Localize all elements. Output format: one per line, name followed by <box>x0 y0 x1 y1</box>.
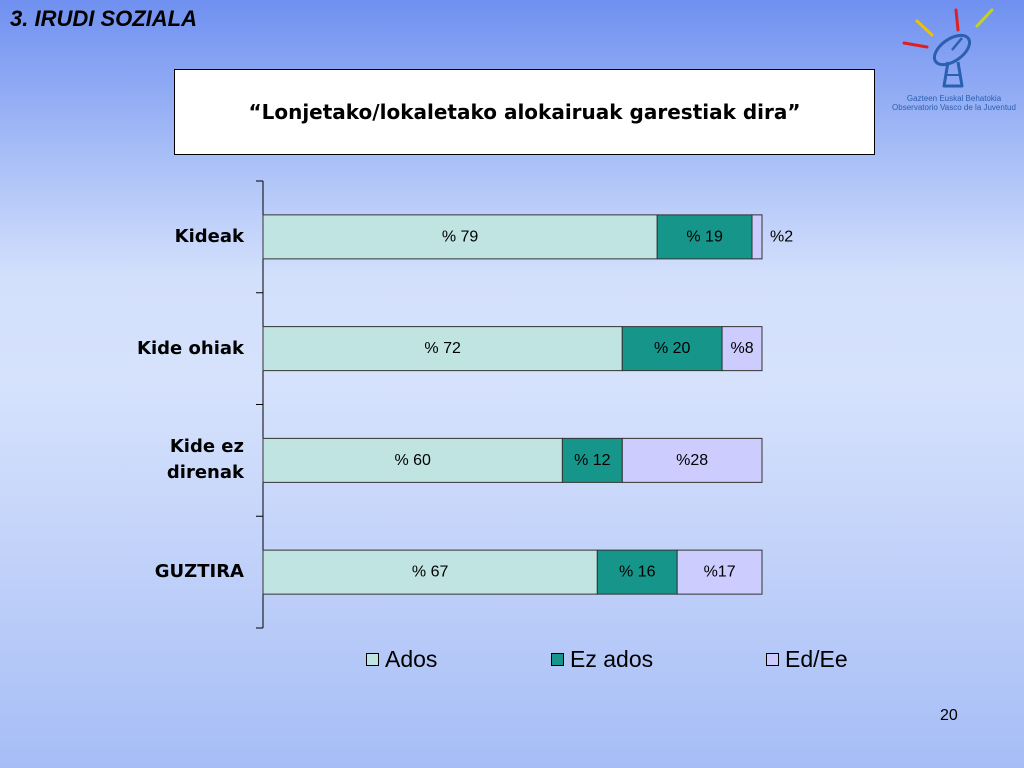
data-label-ados: % 72 <box>424 340 461 357</box>
bar-group-kide-ohiak: % 72 % 20 %8 <box>262 326 763 372</box>
stacked-bar-chart: % 79 % 19 %2 % 72 % 20 %8 % 60 % 12 %28 % 67 % 16%… <box>256 180 793 629</box>
logo-text: Gazteen Euskal Behatokia Observatorio Va… <box>886 94 1022 112</box>
category-row: GUZTIRA <box>100 516 244 628</box>
bar-segment-ez-ados <box>656 214 753 260</box>
logo-dish <box>932 33 972 67</box>
legend-label: Ados <box>385 645 438 672</box>
satellite-dish-icon <box>902 8 994 88</box>
category-label: Kide ohiak <box>137 337 244 359</box>
bar-group-guztira: % 67 % 16 %17 <box>262 549 763 595</box>
data-label-ez-ados: % 20 <box>654 340 691 357</box>
bar-segment-ez-ados <box>596 549 678 595</box>
data-label-ez-ados: % 16 <box>619 564 656 581</box>
category-row: Kideak <box>100 181 244 293</box>
data-label-ados: % 67 <box>412 564 449 581</box>
slide-heading: 3. IRUDI SOZIALA <box>10 6 198 31</box>
legend-swatch <box>551 652 564 666</box>
category-labels: Kideak Kide ohiak Kide ez direnak GUZTIR… <box>100 181 244 628</box>
legend-swatch <box>766 652 779 666</box>
bar-segment-ados <box>262 437 563 483</box>
chart-title: “Lonjetako/lokaletako alokairuak garesti… <box>248 100 801 124</box>
data-label-ez-ados: % 19 <box>686 228 723 245</box>
bar-group-kideak: % 79 % 19 %2 <box>262 214 793 260</box>
data-label-ed-ee: %17 <box>704 564 736 581</box>
legend-label: Ez ados <box>570 645 654 672</box>
category-label: GUZTIRA <box>154 561 244 583</box>
legend-item-ed-ee: Ed/Ee <box>766 646 848 672</box>
logo-line-2: Observatorio Vasco de la Juventud <box>892 103 1016 112</box>
category-label: Kide ez direnak <box>166 436 244 484</box>
bar-segment-ez-ados <box>621 326 723 372</box>
logo-ray-yellow <box>915 19 934 37</box>
chart-title-box: “Lonjetako/lokaletako alokairuak garesti… <box>174 69 875 155</box>
bar-segment-ed-ee <box>621 437 763 483</box>
category-label: Kideak <box>174 225 244 247</box>
logo-ray-green <box>975 8 994 28</box>
logo-dish-feed <box>951 37 963 51</box>
bar-segment-ados <box>262 214 658 260</box>
bar-group-kide-ez-direnak: % 60 % 12 %28 <box>262 437 763 483</box>
data-label-ados: % 79 <box>442 228 479 245</box>
bar-segment-ados <box>262 549 598 595</box>
bar-segment-ed-ee <box>751 214 763 260</box>
data-label-ez-ados: % 12 <box>574 452 611 469</box>
logo-ray-red-top <box>954 8 960 32</box>
bar-segment-ed-ee <box>676 549 763 595</box>
data-label-ed-ee: %8 <box>730 340 753 357</box>
category-row: Kide ohiak <box>100 293 244 405</box>
logo-line-1: Gazteen Euskal Behatokia <box>906 94 1002 103</box>
data-label-ados: % 60 <box>394 452 431 469</box>
category-row: Kide ez direnak <box>100 405 244 517</box>
logo-ray-red-left <box>902 41 929 49</box>
page-number: 20 <box>940 707 958 724</box>
bar-segment-ados <box>262 326 623 372</box>
bar-segment-ed-ee <box>721 326 763 372</box>
legend-item-ez-ados: Ez ados <box>551 646 653 672</box>
legend-item-ados: Ados <box>366 646 437 672</box>
legend-label: Ed/Ee <box>785 645 848 672</box>
legend-swatch <box>366 652 379 666</box>
data-label-ed-ee: %28 <box>676 452 708 469</box>
data-label-ed-ee: %2 <box>770 228 793 245</box>
